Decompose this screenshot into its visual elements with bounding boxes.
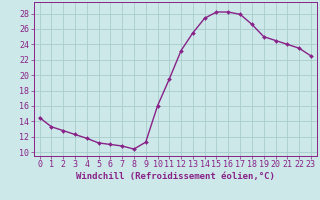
X-axis label: Windchill (Refroidissement éolien,°C): Windchill (Refroidissement éolien,°C) — [76, 172, 275, 181]
